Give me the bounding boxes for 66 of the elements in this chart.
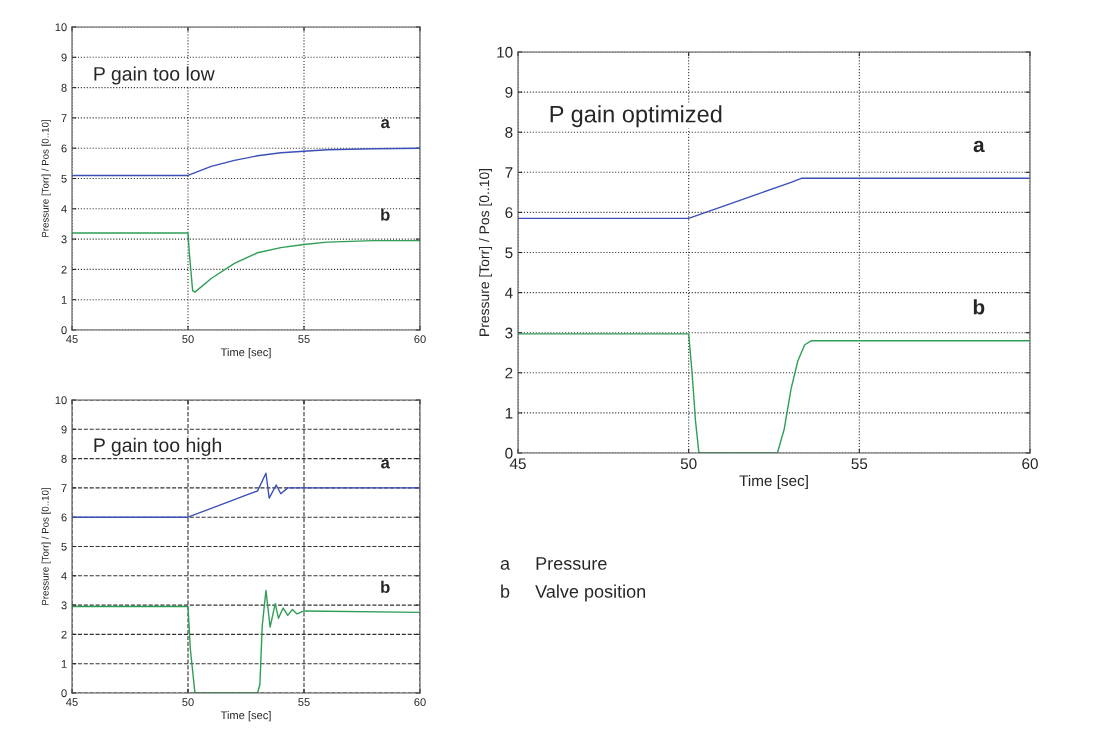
y-tick-label: 10 xyxy=(497,46,513,58)
y-tick-label: 2 xyxy=(505,367,513,379)
series-label: a xyxy=(381,459,390,469)
x-tick-label: 55 xyxy=(851,458,868,470)
y-tick-label: 8 xyxy=(61,83,67,92)
x-tick-label: 50 xyxy=(680,458,697,470)
x-tick-label: 50 xyxy=(182,335,194,344)
y-axis-title: Pressure [Torr] / Pos [0..10] xyxy=(41,488,51,605)
y-tick-label: 9 xyxy=(61,425,67,434)
line-series xyxy=(72,147,420,177)
y-tick-label: 3 xyxy=(61,601,67,610)
x-axis-title: Time [sec] xyxy=(220,348,271,359)
text: P gain optimized xyxy=(550,105,722,128)
y-tick-label: 5 xyxy=(61,542,67,551)
y-tick-label: 8 xyxy=(61,454,67,463)
line-series xyxy=(518,177,1030,220)
text: P gain too low xyxy=(94,66,215,85)
series-label: a xyxy=(973,140,985,153)
y-tick-label: 0 xyxy=(61,326,67,335)
y-tick-label: 8 xyxy=(505,127,513,138)
text: b Valve position xyxy=(501,584,646,602)
x-tick-label: 45 xyxy=(66,335,78,344)
y-tick-label: 5 xyxy=(505,247,513,259)
y-tick-label: 4 xyxy=(504,287,513,299)
y-tick-label: 7 xyxy=(61,484,67,492)
y-tick-label: 2 xyxy=(61,265,67,274)
x-tick-label: 55 xyxy=(298,698,310,707)
y-tick-label: 9 xyxy=(505,86,513,98)
x-tick-label: 60 xyxy=(414,698,426,707)
y-tick-label: 0 xyxy=(505,447,513,459)
y-tick-label: 2 xyxy=(61,630,67,639)
x-tick-label: 60 xyxy=(1022,458,1038,470)
x-tick-label: 55 xyxy=(298,335,310,344)
y-tick-label: 0 xyxy=(61,689,67,698)
y-tick-label: 1 xyxy=(505,407,513,419)
x-axis-title: Time [sec] xyxy=(220,711,271,722)
y-tick-label: 7 xyxy=(61,114,67,122)
x-axis-title: Time [sec] xyxy=(739,474,808,490)
text: P gain too high xyxy=(94,437,222,456)
y-tick-label: 1 xyxy=(61,660,67,668)
y-tick-label: 5 xyxy=(61,174,67,183)
y-tick-label: 6 xyxy=(61,513,67,522)
x-tick-label: 45 xyxy=(66,698,78,707)
y-tick-label: 7 xyxy=(505,167,513,178)
y-tick-label: 1 xyxy=(61,296,67,304)
y-axis-title: Pressure [Torr] / Pos [0..10] xyxy=(479,168,492,336)
y-axis-title: Pressure [Torr] / Pos [0..10] xyxy=(41,120,51,237)
y-tick-label: 6 xyxy=(505,207,513,219)
y-tick-label: 10 xyxy=(55,23,67,32)
y-tick-label: 3 xyxy=(505,327,513,339)
x-tick-label: 45 xyxy=(509,458,526,470)
y-tick-label: 9 xyxy=(61,53,67,62)
line-series xyxy=(72,472,420,518)
y-tick-label: 6 xyxy=(61,144,67,153)
y-tick-label: 4 xyxy=(61,572,67,580)
series-label: a xyxy=(381,119,390,129)
y-tick-label: 10 xyxy=(55,396,67,405)
line-series xyxy=(72,232,420,293)
y-tick-label: 4 xyxy=(61,205,67,213)
x-tick-label: 60 xyxy=(414,335,426,344)
text: a Pressure xyxy=(500,557,607,570)
series-label: b xyxy=(381,208,390,221)
x-tick-label: 50 xyxy=(182,698,194,707)
series-label: b xyxy=(973,299,985,315)
series-label: b xyxy=(381,580,390,594)
y-tick-label: 3 xyxy=(61,235,67,244)
